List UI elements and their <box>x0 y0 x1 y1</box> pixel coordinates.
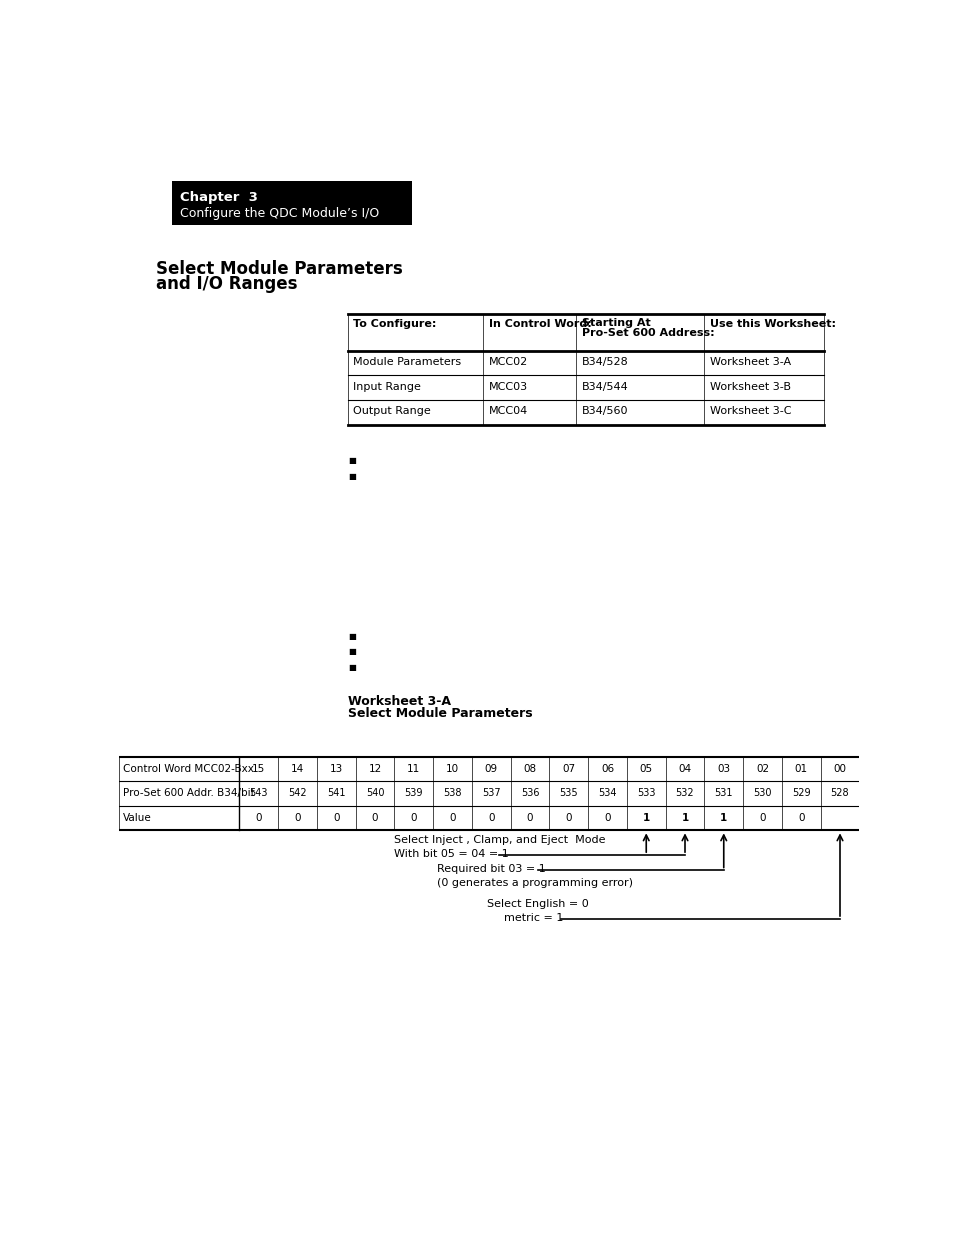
Text: 04: 04 <box>678 763 691 774</box>
Text: Required bit 03 = 1: Required bit 03 = 1 <box>436 864 545 874</box>
Text: Pro-Set 600 Addr. B34/bit: Pro-Set 600 Addr. B34/bit <box>123 788 254 799</box>
Text: 538: 538 <box>443 788 461 799</box>
Text: ■: ■ <box>348 662 355 672</box>
Text: 532: 532 <box>675 788 694 799</box>
Text: 0: 0 <box>565 813 572 823</box>
Text: Starting At: Starting At <box>581 317 650 327</box>
Text: 0: 0 <box>333 813 339 823</box>
Text: 0: 0 <box>449 813 456 823</box>
Text: 03: 03 <box>717 763 730 774</box>
Text: B34/544: B34/544 <box>581 382 628 391</box>
Text: 1: 1 <box>720 813 726 823</box>
Text: 535: 535 <box>558 788 578 799</box>
Text: With bit 05 = 04 = 1: With bit 05 = 04 = 1 <box>394 848 509 858</box>
Text: Chapter  3: Chapter 3 <box>179 191 257 204</box>
Text: Configure the QDC Module’s I/O: Configure the QDC Module’s I/O <box>179 206 378 220</box>
Text: Value: Value <box>123 813 152 823</box>
Text: Select Module Parameters: Select Module Parameters <box>348 708 532 720</box>
Text: Use this Worksheet:: Use this Worksheet: <box>709 319 835 330</box>
Text: 07: 07 <box>561 763 575 774</box>
Text: Select Inject , Clamp, and Eject  Mode: Select Inject , Clamp, and Eject Mode <box>394 835 605 845</box>
Text: 0: 0 <box>797 813 803 823</box>
Text: Pro-Set 600 Address:: Pro-Set 600 Address: <box>581 327 714 337</box>
Text: 530: 530 <box>753 788 771 799</box>
Text: 00: 00 <box>833 763 845 774</box>
Text: B34/528: B34/528 <box>581 357 628 367</box>
Text: (0 generates a programming error): (0 generates a programming error) <box>436 878 633 888</box>
Text: Output Range: Output Range <box>353 406 431 416</box>
Text: MCC04: MCC04 <box>488 406 528 416</box>
Text: ■: ■ <box>348 456 355 466</box>
Text: 0: 0 <box>294 813 300 823</box>
Text: 533: 533 <box>637 788 655 799</box>
Text: 540: 540 <box>365 788 384 799</box>
Text: metric = 1: metric = 1 <box>504 913 563 923</box>
Text: In Control Word:: In Control Word: <box>488 319 591 330</box>
Text: 529: 529 <box>791 788 810 799</box>
Text: 0: 0 <box>488 813 494 823</box>
Text: Worksheet 3-A: Worksheet 3-A <box>348 695 451 708</box>
Text: MCC03: MCC03 <box>488 382 528 391</box>
Text: MCC02: MCC02 <box>488 357 528 367</box>
Text: 10: 10 <box>445 763 458 774</box>
Text: Worksheet 3-C: Worksheet 3-C <box>709 406 790 416</box>
Text: 542: 542 <box>288 788 307 799</box>
Text: Control Word MCC02-Bxx: Control Word MCC02-Bxx <box>123 763 253 774</box>
Text: Worksheet 3-A: Worksheet 3-A <box>709 357 790 367</box>
Text: 1: 1 <box>680 813 688 823</box>
Text: Input Range: Input Range <box>353 382 420 391</box>
Text: 534: 534 <box>598 788 616 799</box>
Text: 05: 05 <box>639 763 652 774</box>
Text: ■: ■ <box>348 632 355 641</box>
Text: 09: 09 <box>484 763 497 774</box>
Text: 02: 02 <box>755 763 768 774</box>
Text: 11: 11 <box>407 763 420 774</box>
Text: 536: 536 <box>520 788 538 799</box>
Text: 14: 14 <box>291 763 304 774</box>
Text: 537: 537 <box>481 788 500 799</box>
Text: Select Module Parameters: Select Module Parameters <box>155 259 402 278</box>
Text: 0: 0 <box>410 813 416 823</box>
Text: 0: 0 <box>603 813 610 823</box>
Text: 08: 08 <box>523 763 536 774</box>
Text: Worksheet 3-B: Worksheet 3-B <box>709 382 790 391</box>
Text: 1: 1 <box>642 813 649 823</box>
Text: 01: 01 <box>794 763 807 774</box>
Text: 15: 15 <box>252 763 265 774</box>
Text: ■: ■ <box>348 647 355 656</box>
Text: 06: 06 <box>600 763 614 774</box>
Text: To Configure:: To Configure: <box>353 319 436 330</box>
Text: 543: 543 <box>250 788 268 799</box>
Text: and I/O Ranges: and I/O Ranges <box>155 275 297 293</box>
Text: 0: 0 <box>372 813 377 823</box>
Text: Module Parameters: Module Parameters <box>353 357 461 367</box>
Text: B34/560: B34/560 <box>581 406 628 416</box>
Text: 541: 541 <box>327 788 345 799</box>
Text: 0: 0 <box>526 813 533 823</box>
Bar <box>172 180 412 225</box>
Text: 0: 0 <box>759 813 765 823</box>
Text: 0: 0 <box>255 813 262 823</box>
Text: ■: ■ <box>348 472 355 480</box>
Text: 13: 13 <box>330 763 342 774</box>
Text: Select English = 0: Select English = 0 <box>487 899 589 909</box>
Text: 531: 531 <box>714 788 732 799</box>
Text: 528: 528 <box>830 788 848 799</box>
Text: 539: 539 <box>404 788 422 799</box>
Text: 12: 12 <box>368 763 381 774</box>
